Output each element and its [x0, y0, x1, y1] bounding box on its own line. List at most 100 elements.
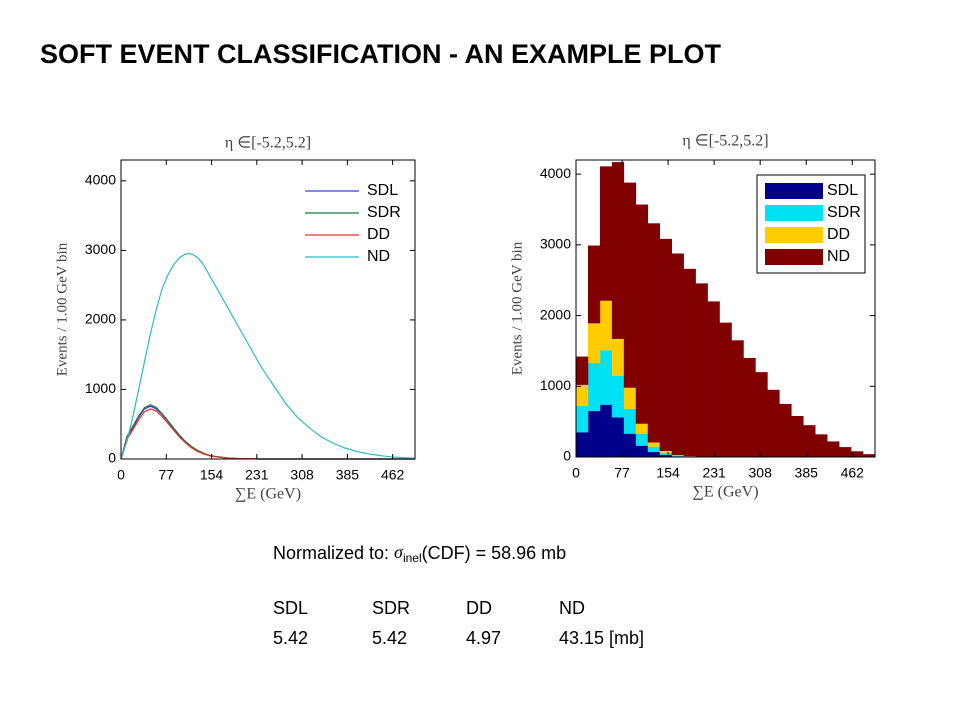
bar-segment: [791, 415, 804, 457]
bar-segment: [587, 245, 601, 324]
y-tick-label: 2000: [540, 306, 571, 322]
bar-segment: [779, 403, 792, 457]
table-cell: 5.42: [372, 628, 407, 648]
bar-segment: [611, 338, 625, 376]
bar-segment: [743, 358, 756, 457]
table-cell: 4.97: [466, 628, 501, 648]
bar-segment: [576, 432, 589, 457]
table: SDL SDR DD ND 5.42 5.42 4.97 43.15 [mb]: [273, 598, 644, 648]
bar-segment: [671, 455, 684, 456]
legend-label: SDR: [367, 204, 401, 221]
axes-box: [120, 159, 416, 460]
bar-segment: [647, 446, 661, 453]
x-tick-label: 385: [336, 467, 360, 483]
note: Normalized to: σinel(CDF) = 58.96 mb: [273, 542, 566, 565]
y-tick-label: 1000: [85, 380, 116, 396]
x-tick-label: 462: [381, 467, 405, 483]
table-header: ND: [559, 598, 585, 618]
bar-segment: [815, 434, 828, 457]
legend-label: DD: [367, 226, 390, 243]
bar-segment: [695, 283, 708, 457]
legend-swatch: [765, 227, 823, 243]
x-tick-label: 308: [749, 465, 773, 481]
charts: 0 1000 2000 3000 4000 0 77 154 231 308 385 462 η ∈[-…: [54, 133, 876, 503]
bar-segment: [611, 417, 625, 457]
x-tick-label: 231: [702, 465, 726, 481]
x-tick-label: 385: [795, 465, 819, 481]
bar-segment: [863, 454, 876, 457]
legend-label: ND: [827, 248, 850, 265]
bar-segment: [623, 433, 637, 457]
bar-segment: [611, 375, 625, 418]
x-tick-label: 231: [245, 467, 269, 483]
bar-segment: [635, 445, 649, 457]
x-axis-label: ∑E (GeV): [692, 484, 758, 501]
x-tick-label: 154: [200, 467, 224, 483]
bar-segment: [731, 340, 744, 457]
y-tick-label: 4000: [85, 172, 116, 188]
y-tick-label: 0: [563, 448, 571, 464]
bar-segment: [803, 425, 816, 457]
bar-segment: [576, 356, 589, 385]
bar-segment: [587, 362, 601, 412]
bar-segment: [659, 452, 672, 455]
bar-segment: [671, 455, 684, 457]
bar-segment: [647, 442, 661, 447]
bar-segment: [576, 406, 589, 433]
bar-segment: [587, 323, 601, 363]
axes-box: [575, 159, 876, 458]
x-axis-label: ∑E (GeV): [235, 486, 301, 503]
bar-segment: [599, 166, 613, 301]
legend-label: SDR: [827, 204, 861, 221]
bar-segment: [767, 389, 780, 457]
bar-segment: [599, 300, 613, 351]
table-header: DD: [466, 598, 492, 618]
note-symbol: σ: [394, 542, 404, 562]
bar-segment: [611, 162, 625, 339]
slide-title: SOFT EVENT CLASSIFICATION - AN EXAMPLE P…: [40, 39, 722, 69]
x-tick-label: 77: [158, 467, 174, 483]
x-tick-label: 154: [656, 465, 680, 481]
line: [120, 253, 416, 460]
table-header: SDL: [273, 598, 308, 618]
y-tick-label: 3000: [85, 241, 116, 257]
x-tick-label: 462: [841, 465, 865, 481]
y-tick-label: 2000: [85, 311, 116, 327]
table-cell: 43.15 [mb]: [559, 628, 644, 648]
bar-segment: [635, 204, 649, 424]
legend-label: SDL: [367, 182, 398, 199]
bar-segment: [647, 223, 661, 443]
bar-segment: [623, 387, 637, 409]
bar-segment: [719, 322, 732, 457]
bar-segment: [635, 423, 649, 434]
bar-segment: [599, 404, 613, 457]
table-cell: 5.42: [273, 628, 308, 648]
legend-label: DD: [827, 226, 850, 243]
y-tick-label: 0: [108, 450, 116, 466]
bar-segment: [707, 301, 720, 457]
legend-swatch: [765, 249, 823, 265]
bar-segment: [623, 182, 637, 388]
bar-segment: [659, 238, 672, 451]
y-axis-label: Events / 1.00 GeV bin: [54, 242, 70, 376]
legend-swatch: [765, 205, 823, 221]
x-tick-label: 308: [290, 467, 314, 483]
bar-segment: [576, 384, 589, 407]
table-header: SDR: [372, 598, 410, 618]
note-subscript: inel: [403, 551, 422, 565]
y-tick-label: 4000: [540, 165, 571, 181]
x-tick-label: 77: [614, 465, 630, 481]
bar-segment: [755, 372, 768, 457]
legend-label: SDL: [827, 182, 858, 199]
bar-segment: [647, 452, 661, 457]
bar-segment: [659, 450, 672, 453]
bar-segment: [851, 451, 864, 457]
chart-title: η ∈[-5.2,5.2]: [225, 135, 311, 152]
bar-segment: [683, 268, 696, 457]
legend-label: ND: [367, 248, 390, 265]
y-tick-label: 3000: [540, 236, 571, 252]
y-axis-label: Events / 1.00 GeV bin: [509, 241, 525, 375]
bar-segment: [587, 411, 601, 457]
bar-segment: [827, 441, 840, 457]
